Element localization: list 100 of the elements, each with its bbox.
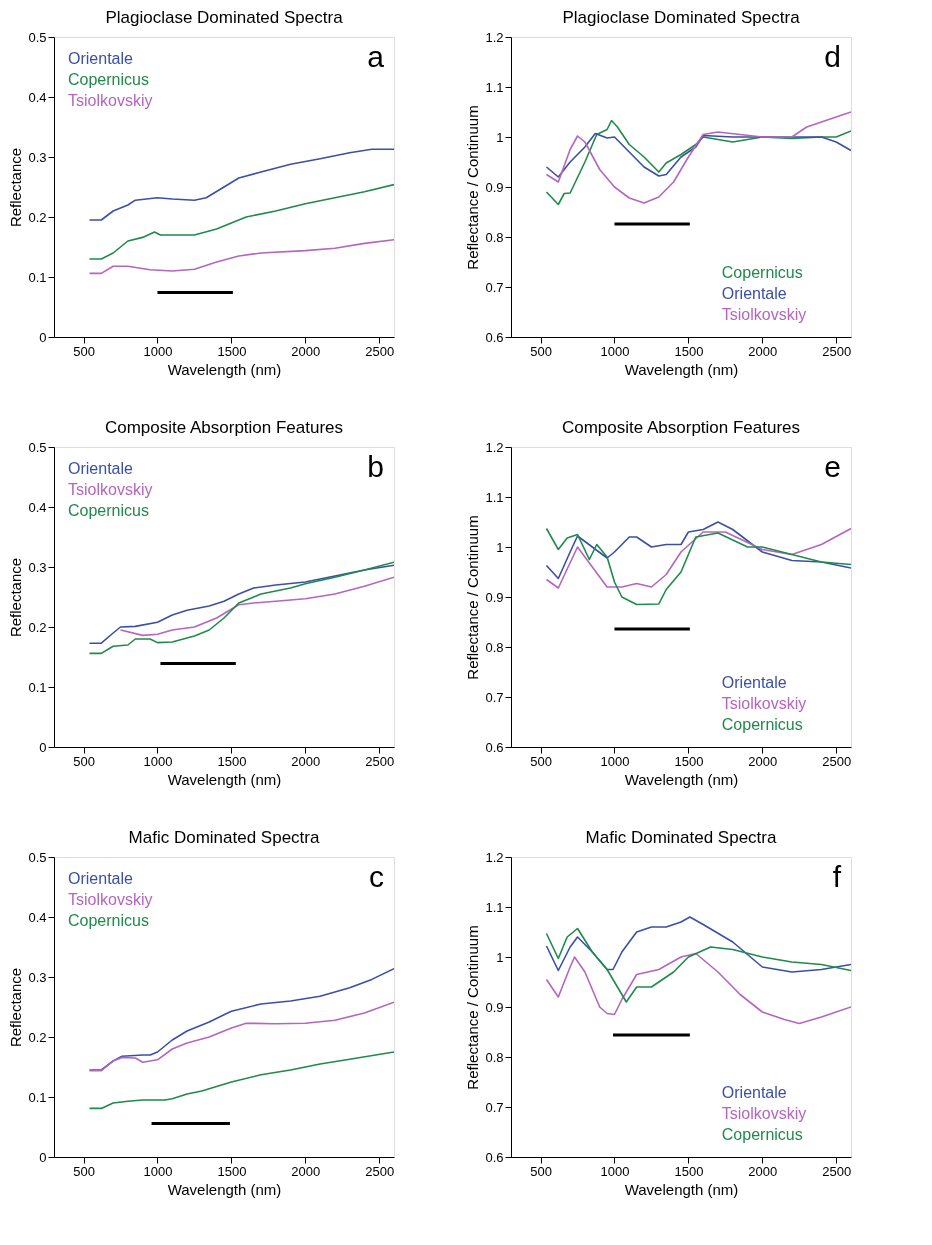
text: Orientale: [721, 1084, 787, 1101]
text: Orientale: [721, 674, 787, 691]
y-tick-label: 0: [39, 739, 47, 755]
y-tick-label: 0.3: [28, 559, 47, 575]
y-axis-title: Reflectance: [7, 967, 25, 1048]
text: Copernicus: [721, 1126, 803, 1143]
x-tick-label: 2000: [748, 1163, 778, 1179]
line-series: [88, 148, 394, 221]
text: Orientale: [721, 285, 787, 302]
y-tick-label: 0.7: [485, 279, 504, 295]
y-tick-label: 0.8: [485, 229, 504, 245]
y-axis-title: Reflectance / Continuum: [464, 105, 482, 270]
y-tick-label: 0.7: [485, 689, 504, 705]
y-tick-label: 1.1: [485, 79, 504, 95]
y-tick-label: 0.7: [485, 1099, 504, 1115]
x-tick-label: 500: [530, 1163, 552, 1179]
line-series: [545, 952, 851, 1025]
x-tick-label: 1000: [143, 753, 173, 769]
x-tick-label: 1500: [674, 343, 704, 359]
y-tick-label: 0: [39, 1149, 47, 1165]
y-axis-title: Reflectance: [7, 557, 25, 638]
y-tick-label: 0.4: [28, 909, 47, 925]
line-series: [88, 239, 394, 275]
line-series: [88, 967, 394, 1071]
y-tick-label: 0.1: [28, 679, 47, 695]
y-tick-label: 0.2: [28, 619, 47, 635]
x-tick-label: 2500: [822, 1163, 852, 1179]
y-tick-label: 0.6: [485, 1149, 504, 1165]
annotation: c: [369, 860, 384, 893]
x-tick-label: 500: [73, 753, 95, 769]
x-axis-title: Wavelength (nm): [624, 360, 739, 378]
x-tick-label: 2000: [291, 343, 321, 359]
text: Tsiolkovskiy: [721, 695, 807, 712]
y-tick-label: 1.1: [485, 489, 504, 505]
y-tick-label: 1: [496, 949, 504, 965]
x-tick-label: 500: [530, 753, 552, 769]
y-tick-label: 0.9: [485, 999, 504, 1015]
line-series: [88, 1001, 394, 1072]
y-tick-label: 0.1: [28, 269, 47, 285]
x-tick-label: 2000: [748, 343, 778, 359]
x-tick-label: 1500: [674, 753, 704, 769]
x-tick-label: 1500: [217, 1163, 247, 1179]
x-tick-label: 1000: [600, 343, 630, 359]
y-tick-label: 0.5: [28, 439, 47, 455]
x-tick-label: 2500: [365, 343, 395, 359]
line-series: [545, 521, 851, 580]
y-tick-label: 0: [39, 329, 47, 345]
text: Copernicus: [68, 502, 149, 519]
text: Orientale: [68, 870, 134, 887]
line-series: [88, 183, 394, 260]
annotation: d: [824, 40, 841, 73]
x-tick-label: 1500: [217, 343, 247, 359]
y-tick-label: 0.1: [28, 1089, 47, 1105]
y-tick-label: 0.5: [28, 849, 47, 865]
x-tick-label: 1500: [217, 753, 247, 769]
text: Copernicus: [721, 264, 803, 281]
annotation: f: [832, 860, 842, 893]
y-tick-label: 1.2: [485, 439, 504, 455]
y-tick-label: 0.8: [485, 1049, 504, 1065]
y-tick-label: 0.8: [485, 639, 504, 655]
annotation: a: [367, 40, 385, 73]
y-tick-label: 1: [496, 129, 504, 145]
x-axis-title: Wavelength (nm): [167, 1180, 282, 1198]
x-tick-label: 2000: [748, 753, 778, 769]
chart-title: Mafic Dominated Spectra: [128, 828, 320, 847]
x-tick-label: 2000: [291, 1163, 321, 1179]
line-series: [88, 1051, 394, 1110]
y-axis-title: Reflectance / Continuum: [464, 515, 482, 680]
line-series: [545, 132, 851, 178]
x-tick-label: 1500: [674, 1163, 704, 1179]
x-tick-label: 2500: [365, 753, 395, 769]
line-series: [545, 927, 851, 1003]
x-tick-label: 500: [73, 343, 95, 359]
x-tick-label: 2500: [365, 1163, 395, 1179]
chart-title: Mafic Dominated Spectra: [585, 828, 777, 847]
text: Copernicus: [68, 912, 149, 929]
y-tick-label: 0.6: [485, 739, 504, 755]
x-tick-label: 2000: [291, 753, 321, 769]
y-tick-label: 0.5: [28, 29, 47, 45]
text: Copernicus: [721, 716, 803, 733]
line-series: [119, 576, 394, 637]
y-tick-label: 1.2: [485, 849, 504, 865]
x-axis-title: Wavelength (nm): [167, 360, 282, 378]
y-tick-label: 0.4: [28, 89, 47, 105]
text: Tsiolkovskiy: [721, 306, 807, 323]
x-tick-label: 500: [73, 1163, 95, 1179]
line-series: [545, 527, 851, 606]
y-tick-label: 0.4: [28, 499, 47, 515]
x-tick-label: 500: [530, 343, 552, 359]
x-tick-label: 1000: [600, 1163, 630, 1179]
y-tick-label: 0.9: [485, 179, 504, 195]
x-tick-label: 1000: [143, 343, 173, 359]
x-axis-title: Wavelength (nm): [624, 1180, 739, 1198]
y-tick-label: 1: [496, 539, 504, 555]
text: Tsiolkovskiy: [68, 481, 153, 498]
chart-title: Composite Absorption Features: [561, 418, 801, 437]
x-tick-label: 1000: [143, 1163, 173, 1179]
x-tick-label: 2500: [822, 343, 852, 359]
chart-title: Plagioclase Dominated Spectra: [562, 8, 801, 27]
y-axis-title: Reflectance: [7, 147, 25, 228]
